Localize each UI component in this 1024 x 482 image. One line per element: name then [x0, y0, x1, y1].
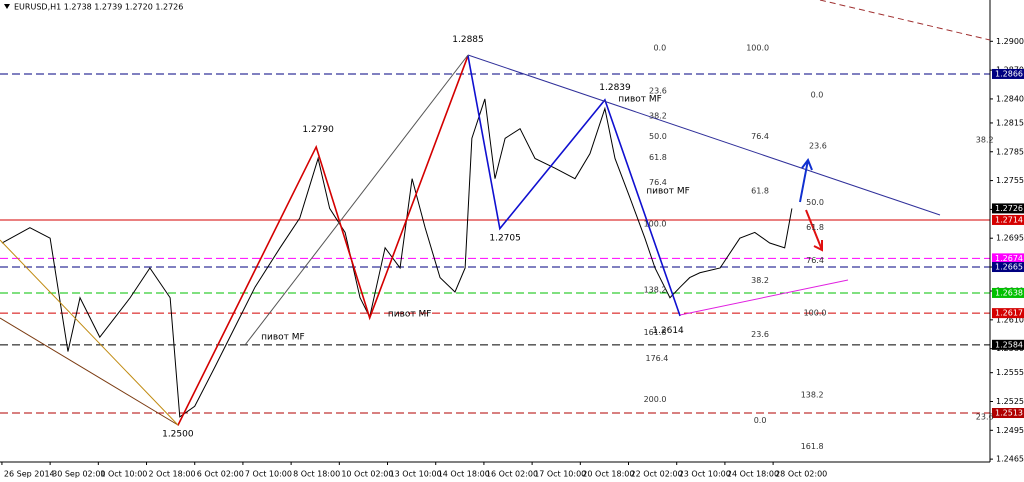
annotation: 176.4 — [645, 354, 668, 363]
annotation: 50.0 — [806, 198, 824, 207]
y-tick-label: 1.2785 — [996, 147, 1024, 156]
y-tick-label: 1.2755 — [996, 176, 1024, 185]
annotation: 138.2 — [801, 390, 824, 399]
price-label: 1.2665 — [995, 263, 1023, 272]
price-label: 1.2726 — [995, 204, 1023, 213]
menu-icon — [4, 4, 10, 9]
annotation: 1.2614 — [652, 326, 684, 336]
annotation: 76.4 — [649, 178, 667, 187]
zigzag — [177, 55, 469, 426]
annotation: 38.2 — [976, 136, 994, 145]
annotation: 23.6 — [976, 412, 994, 421]
x-tick-label: 10 Oct 02:00 — [341, 470, 393, 479]
annotation: 1.2500 — [162, 430, 194, 440]
channel-line — [819, 0, 991, 41]
price-label-box — [992, 203, 1024, 214]
price-label-box — [992, 262, 1024, 273]
annotation: 61.8 — [751, 187, 769, 196]
annotation: 1.2790 — [302, 125, 334, 135]
annotation: пивот MF — [618, 94, 662, 104]
annotation: 0.0 — [653, 44, 666, 53]
y-tick-label: 1.2525 — [996, 397, 1024, 406]
x-tick-label: 8 Oct 18:00 — [293, 470, 340, 479]
x-tick-label: 26 Sep 2014 — [4, 470, 55, 479]
y-tick-label: 1.2695 — [996, 234, 1024, 243]
x-tick-label: 14 Oct 18:00 — [438, 470, 490, 479]
annotation: 61.8 — [649, 153, 667, 162]
y-tick-label: 1.2555 — [996, 368, 1024, 377]
price-label-box — [992, 253, 1024, 264]
y-tick-label: 1.2840 — [996, 94, 1024, 103]
annotation: 1.2839 — [599, 83, 631, 93]
y-tick-label: 1.2465 — [996, 455, 1024, 464]
price-label-box — [992, 339, 1024, 350]
price-label-box — [992, 287, 1024, 298]
x-tick-label: 6 Oct 02:00 — [197, 470, 244, 479]
zigzag — [467, 55, 681, 317]
annotation: 23.6 — [809, 141, 827, 150]
annotation: 161.8 — [801, 442, 824, 451]
x-tick-label: 20 Oct 18:00 — [582, 470, 634, 479]
x-tick-label: 24 Oct 18:00 — [727, 470, 779, 479]
price-label: 1.2866 — [995, 69, 1023, 78]
annotation: 138.2 — [644, 286, 667, 295]
annotation: 100.0 — [746, 44, 769, 53]
price-label-box — [992, 214, 1024, 225]
plot-area — [0, 55, 990, 426]
annotation: 38.2 — [751, 276, 769, 285]
x-tick-label: 7 Oct 10:00 — [245, 470, 292, 479]
arrow — [799, 157, 813, 203]
y-tick-label: 1.2610 — [996, 315, 1024, 324]
x-tick-label: 22 Oct 02:00 — [631, 470, 683, 479]
annotation: пивот MF — [261, 333, 305, 343]
trend-line — [467, 54, 941, 216]
annotation: 1.2705 — [489, 234, 521, 244]
channel-line — [0, 317, 179, 426]
annotation: 200.0 — [644, 395, 667, 404]
x-tick-label: 23 Oct 10:00 — [679, 470, 731, 479]
annotation: 0.0 — [754, 416, 767, 425]
price-label: 1.2584 — [995, 340, 1023, 349]
annotation: 0.0 — [811, 91, 824, 100]
y-tick-label: 1.2495 — [996, 426, 1024, 435]
channel-line — [244, 54, 469, 346]
price-label: 1.2617 — [995, 309, 1023, 318]
annotation: 100.0 — [804, 309, 827, 318]
price-label: 1.2513 — [995, 409, 1023, 418]
channel-line — [0, 239, 179, 426]
chart-title: EURUSD,H1 1.2738 1.2739 1.2720 1.2726 — [14, 3, 183, 12]
x-tick-label: 30 Sep 02:00 — [52, 470, 105, 479]
y-tick-label: 1.2900 — [996, 37, 1024, 46]
x-tick-label: 17 Oct 10:00 — [534, 470, 586, 479]
annotation: 61.8 — [806, 223, 824, 232]
x-tick-label: 13 Oct 10:00 — [390, 470, 442, 479]
annotation: пивот MF — [646, 187, 690, 197]
price-label: 1.2674 — [995, 254, 1023, 263]
annotation: 50.0 — [649, 132, 667, 141]
price-label-box — [992, 408, 1024, 419]
annotation: 38.2 — [649, 112, 667, 121]
price-label-box — [992, 308, 1024, 319]
price-line — [1, 98, 793, 418]
annotation: 76.4 — [751, 132, 769, 141]
price-label: 1.2638 — [995, 288, 1023, 297]
price-label-box — [992, 68, 1024, 79]
x-tick-label: 1 Oct 10:00 — [100, 470, 147, 479]
annotation: 23.6 — [649, 87, 667, 96]
annotation: 100.0 — [644, 219, 667, 228]
annotation: 23.6 — [751, 330, 769, 339]
price-label: 1.2714 — [995, 215, 1023, 224]
arrow — [805, 209, 823, 252]
annotation: 161.8 — [644, 328, 667, 337]
annotation: пивот MF — [388, 310, 432, 320]
channel-line — [679, 279, 849, 316]
x-tick-label: 28 Oct 02:00 — [775, 470, 827, 479]
annotation: 76.4 — [806, 256, 824, 265]
y-tick-label: 1.2815 — [996, 118, 1024, 127]
x-tick-label: 2 Oct 18:00 — [149, 470, 196, 479]
x-tick-label: 16 Oct 02:00 — [486, 470, 538, 479]
annotation: 1.2885 — [452, 35, 484, 45]
